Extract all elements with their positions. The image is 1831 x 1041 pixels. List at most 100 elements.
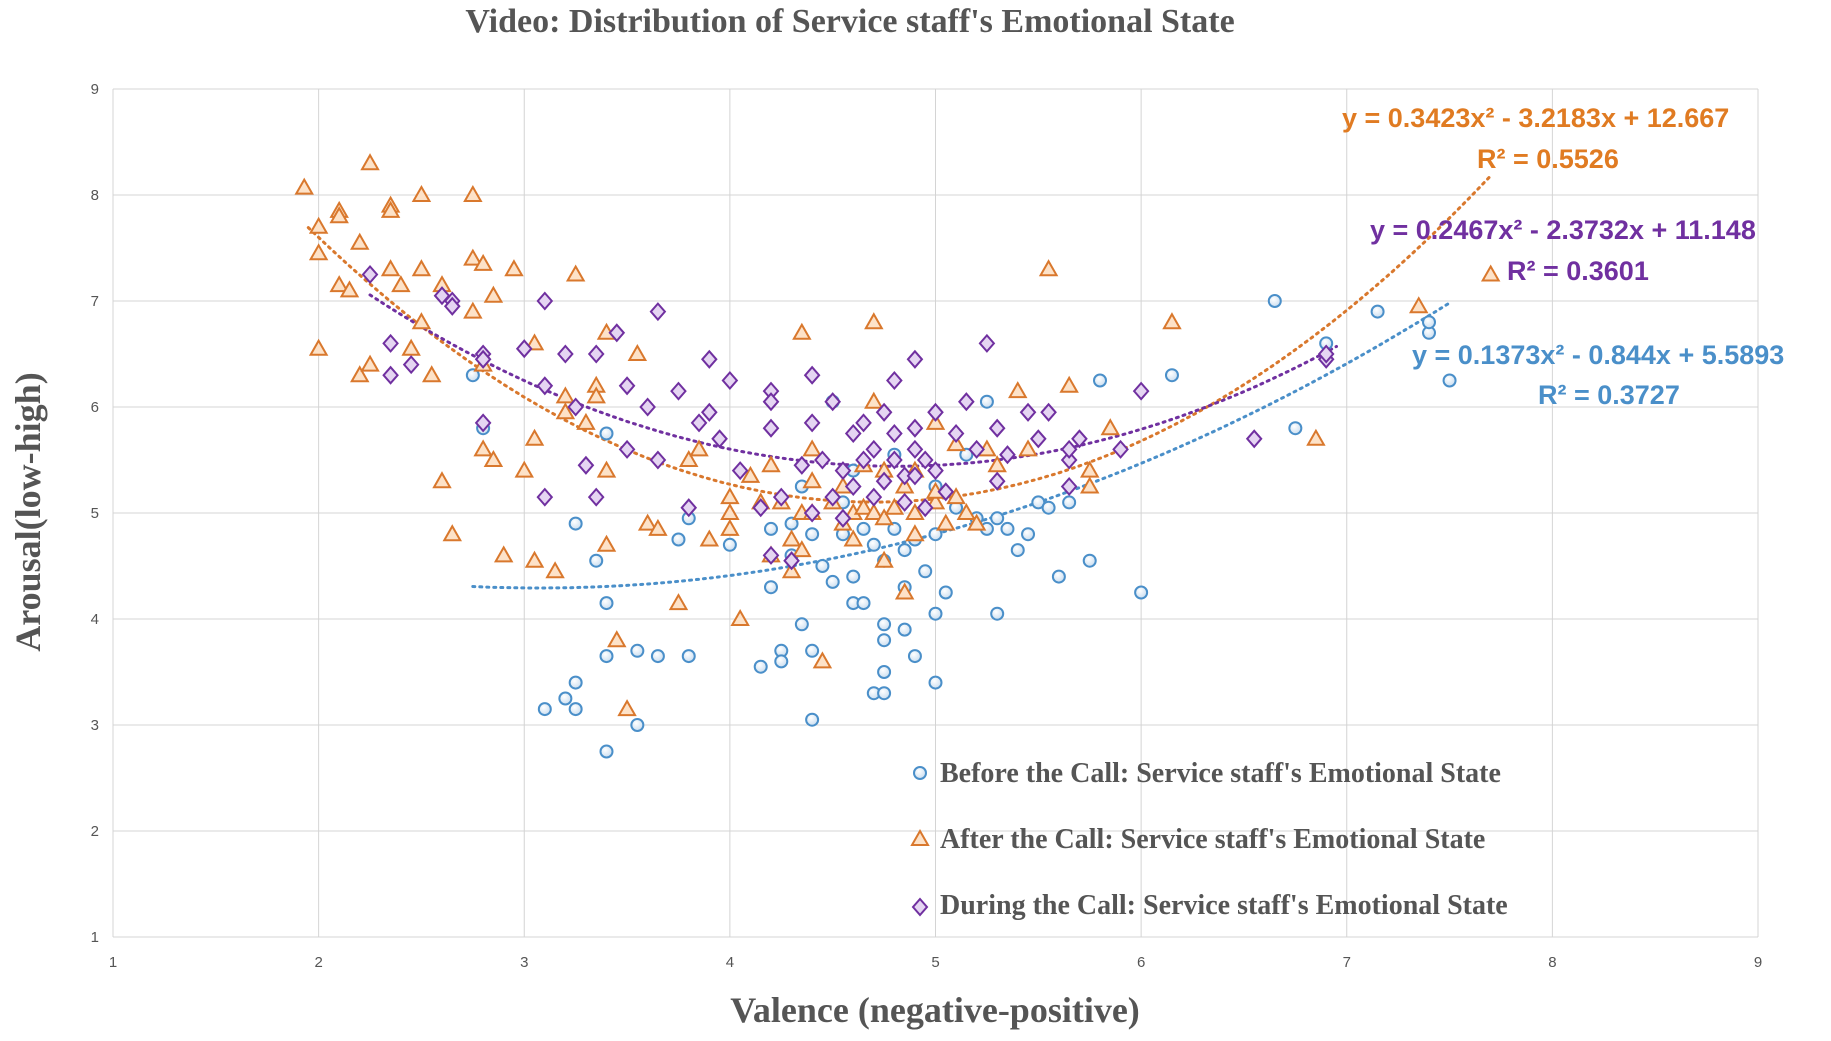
point-during [803, 413, 821, 433]
data-points [294, 153, 1501, 759]
legend-item-during: During the Call: Service staff's Emotion… [911, 890, 1508, 921]
point-after [411, 259, 432, 277]
point-before [589, 553, 604, 568]
point-during [731, 461, 749, 481]
point-during [1060, 439, 1078, 459]
point-during [978, 333, 996, 353]
point-after [565, 264, 586, 282]
point-during [618, 439, 636, 459]
point-during [680, 498, 698, 518]
legend-marker-triangle [910, 828, 930, 846]
point-after [1480, 264, 1501, 282]
point-before [599, 649, 614, 664]
point-before [650, 649, 665, 664]
point-before [1051, 569, 1066, 584]
point-before [959, 447, 974, 462]
point-after [812, 651, 833, 669]
y-tick-label: 2 [91, 823, 99, 840]
point-before [805, 712, 820, 727]
point-during [783, 551, 800, 571]
series-1-points [294, 153, 1501, 717]
point-after [637, 513, 658, 531]
point-after [905, 524, 925, 542]
point-after [699, 529, 720, 547]
point-before [805, 527, 820, 542]
x-tick-label: 2 [314, 954, 322, 971]
point-during [700, 349, 718, 369]
point-during [886, 370, 903, 391]
equation-after: y = 0.3423x² - 3.2183x + 12.667 [1342, 103, 1729, 133]
point-after [493, 545, 514, 563]
point-during [844, 476, 862, 497]
point-during [536, 487, 554, 507]
point-after [380, 200, 401, 218]
x-axis-title: Valence (negative-positive) [730, 990, 1140, 1030]
point-during [557, 344, 574, 364]
series-2-points [361, 264, 1335, 571]
point-during [649, 450, 667, 470]
x-tick-label: 9 [1754, 954, 1762, 971]
point-before [465, 368, 480, 383]
point-after [648, 518, 668, 536]
point-after [864, 391, 884, 409]
point-before [805, 643, 820, 658]
x-tick-label: 6 [1137, 954, 1145, 971]
point-after [524, 428, 545, 446]
point-before [856, 596, 871, 611]
point-after [463, 248, 483, 266]
point-before [599, 744, 614, 759]
point-before [1093, 373, 1107, 388]
point-before [1021, 527, 1036, 542]
point-during [382, 365, 399, 385]
point-after [524, 550, 545, 568]
point-before [928, 606, 943, 621]
point-after [864, 312, 884, 330]
point-during [536, 291, 554, 311]
point-after [483, 285, 504, 303]
point-after [1008, 381, 1028, 399]
point-during [906, 439, 924, 459]
point-before [681, 649, 696, 664]
legend: Before the Call: Service staff's Emotion… [910, 758, 1508, 921]
point-before [1082, 553, 1097, 568]
point-before [558, 691, 573, 706]
point-during [762, 545, 780, 565]
point-before [897, 622, 912, 637]
point-during [814, 450, 831, 470]
point-before [568, 675, 583, 690]
point-after [730, 608, 750, 626]
equation-during: y = 0.2467x² - 2.3732x + 11.148 [1370, 215, 1756, 245]
point-before [815, 559, 830, 573]
point-after [1059, 375, 1079, 393]
point-after [1162, 312, 1182, 330]
point-before [1267, 294, 1282, 308]
point-during [844, 423, 862, 444]
point-before [599, 426, 614, 441]
point-after [1038, 259, 1059, 277]
y-axis-title: Arousal(low-high) [8, 372, 48, 651]
point-during [587, 344, 605, 364]
point-before [630, 643, 645, 658]
point-after [411, 184, 432, 202]
point-before [1062, 495, 1077, 510]
point-after [329, 275, 349, 293]
point-during [875, 402, 893, 422]
point-before [764, 580, 778, 595]
point-after [524, 333, 545, 351]
point-before [753, 659, 768, 674]
point-after [679, 449, 699, 467]
point-during [443, 296, 461, 316]
y-tick-label: 4 [91, 611, 99, 628]
y-tick-label: 9 [91, 81, 99, 98]
point-after [689, 439, 709, 457]
point-after [668, 593, 689, 611]
point-after [473, 253, 493, 271]
point-after [607, 630, 627, 648]
x-tick-label: 4 [726, 954, 734, 971]
point-before [866, 537, 881, 552]
point-after [339, 280, 360, 298]
point-during [608, 323, 626, 343]
point-during [958, 392, 975, 412]
point-during [1060, 476, 1078, 497]
point-during [762, 418, 780, 438]
